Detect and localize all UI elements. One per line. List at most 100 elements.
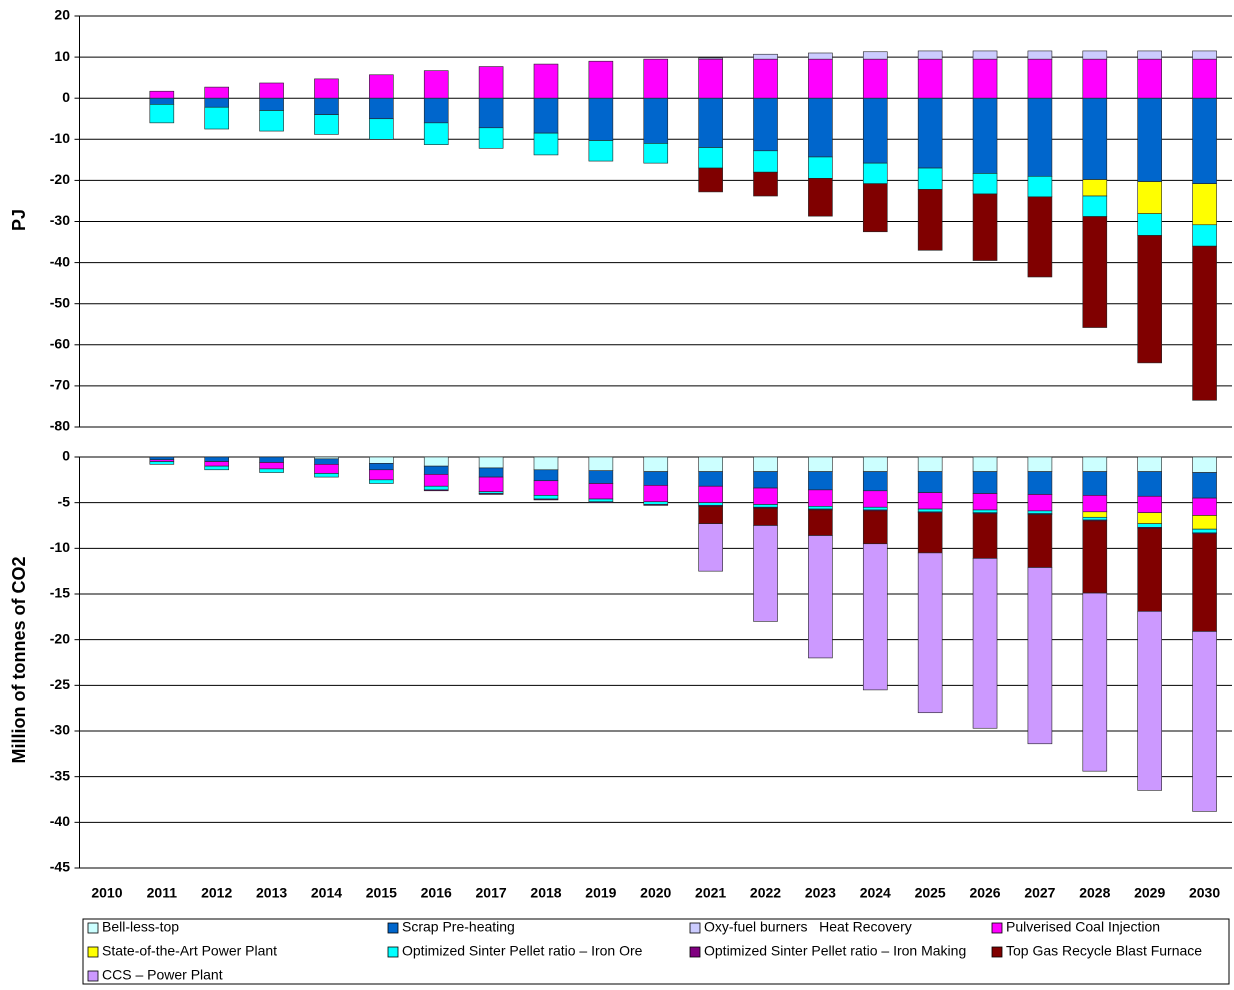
- bar-segment: [1082, 179, 1108, 197]
- legend-swatch: [689, 922, 701, 934]
- bar-segment: [588, 470, 614, 484]
- bar-segment: [972, 173, 998, 195]
- bar-segment: [369, 456, 394, 464]
- y-tick-label: -25: [50, 676, 70, 692]
- bar-segment: [808, 535, 833, 659]
- y-tick-label: -60: [50, 336, 70, 352]
- bar-segment: [1027, 514, 1053, 568]
- x-tick-label: 2025: [915, 885, 946, 901]
- bar-segment: [643, 471, 669, 486]
- y-tick-label: -40: [50, 813, 70, 829]
- bar-segment: [1192, 97, 1217, 184]
- bar-segment: [423, 465, 449, 475]
- bar-segment: [643, 143, 669, 164]
- bar-segment: [1027, 456, 1053, 472]
- y-tick-label: -30: [50, 212, 70, 228]
- bar-segment: [1192, 456, 1217, 473]
- y-tick-label: -50: [50, 294, 70, 310]
- legend-label: Bell-less-top: [102, 919, 179, 935]
- bar-segment: [698, 147, 723, 169]
- bar-segment: [1082, 471, 1108, 496]
- legend-label: Pulverised Coal Injection: [1006, 919, 1160, 935]
- y-tick-label: -10: [50, 539, 70, 555]
- bar-segment: [423, 122, 449, 145]
- bar-segment: [369, 463, 394, 471]
- bar-segment: [588, 60, 614, 99]
- y-tick-label: -15: [50, 585, 70, 601]
- x-tick-label: 2021: [695, 885, 726, 901]
- x-tick-label: 2028: [1079, 885, 1110, 901]
- bar-segment: [972, 558, 998, 729]
- bar-segment: [478, 66, 504, 99]
- bar-segment: [862, 543, 888, 691]
- bar-segment: [259, 468, 284, 473]
- bar-segment: [423, 456, 449, 467]
- bar-segment: [698, 456, 723, 472]
- bar-segment: [972, 58, 998, 99]
- x-tick-label: 2011: [147, 885, 178, 901]
- bar-segment: [753, 97, 778, 152]
- bar-segment: [753, 471, 778, 489]
- bar-segment: [478, 493, 504, 495]
- bar-segment: [149, 90, 175, 99]
- bar-segment: [808, 97, 833, 158]
- x-tick-label: 2030: [1189, 885, 1220, 901]
- bar-segment: [588, 140, 614, 162]
- bar-segment: [972, 509, 998, 514]
- bar-segment: [1137, 512, 1162, 524]
- bar-segment: [1027, 567, 1053, 745]
- bar-segment: [1082, 592, 1108, 772]
- bar-segment: [149, 97, 175, 105]
- bar-segment: [1137, 213, 1162, 236]
- bar-segment: [204, 461, 230, 467]
- bar-segment: [204, 456, 230, 462]
- bar-segment: [808, 506, 833, 510]
- bar-segment: [1137, 58, 1162, 99]
- bar-segment: [588, 498, 614, 503]
- bar-segment: [1027, 196, 1053, 278]
- x-tick-label: 2020: [640, 885, 671, 901]
- bar-segment: [588, 456, 614, 471]
- bar-segment: [917, 512, 943, 554]
- bar-segment: [533, 97, 559, 134]
- bar-segment: [753, 456, 778, 472]
- bar-segment: [423, 474, 449, 487]
- bar-segment: [862, 58, 888, 99]
- bar-segment: [1137, 527, 1162, 612]
- y-tick-label: -40: [50, 253, 70, 269]
- bar-segment: [698, 97, 723, 148]
- bar-segment: [1192, 472, 1217, 499]
- bar-segment: [972, 493, 998, 511]
- x-tick-label: 2019: [585, 885, 616, 901]
- bar-segment: [314, 458, 339, 465]
- bar-segment: [698, 502, 723, 506]
- bar-segment: [917, 167, 943, 190]
- bar-segment: [1027, 494, 1053, 512]
- y-tick-label: -10: [50, 130, 70, 146]
- legend-swatch: [87, 946, 99, 958]
- bar-segment: [917, 492, 943, 510]
- bar-segment: [478, 476, 504, 493]
- bar-segment: [1082, 50, 1108, 60]
- bar-segment: [149, 456, 175, 461]
- bar-segment: [1137, 611, 1162, 791]
- bar-segment: [1137, 181, 1162, 214]
- bar-segment: [1137, 523, 1162, 528]
- x-tick-label: 2016: [421, 885, 452, 901]
- x-tick-label: 2010: [91, 885, 122, 901]
- bar-segment: [1027, 510, 1053, 514]
- legend-label: Optimized Sinter Pellet ratio – Iron Ore: [402, 943, 643, 959]
- y-axis-label: PJ: [9, 209, 29, 231]
- bar-segment: [1027, 175, 1053, 198]
- x-tick-label: 2023: [805, 885, 836, 901]
- bar-segment: [533, 469, 559, 482]
- bar-segment: [478, 456, 504, 469]
- bar-segment: [1192, 183, 1217, 226]
- bar-segment: [588, 483, 614, 500]
- legend-swatch: [87, 922, 99, 934]
- bar-segment: [314, 78, 339, 99]
- y-tick-label: -20: [50, 630, 70, 646]
- bar-segment: [1192, 245, 1217, 401]
- bar-segment: [533, 498, 559, 501]
- bar-segment: [259, 82, 284, 99]
